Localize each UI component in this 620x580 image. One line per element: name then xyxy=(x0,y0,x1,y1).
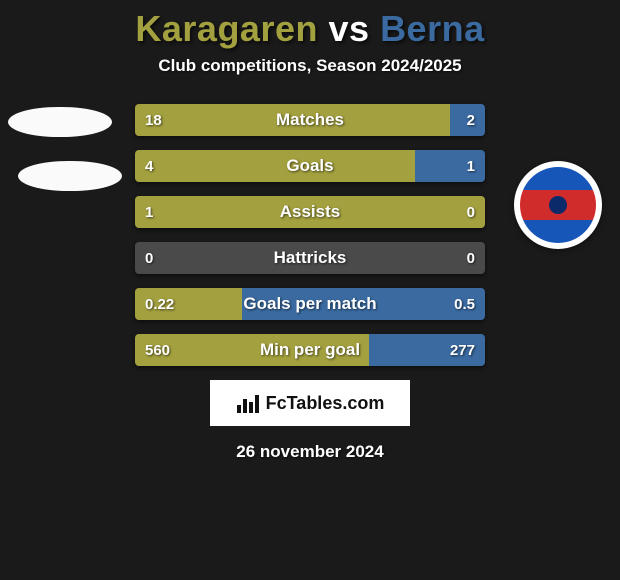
stat-bar-row: 10Assists xyxy=(135,196,485,228)
stat-right-value: 0 xyxy=(457,242,485,274)
stat-bar-row: 00Hattricks xyxy=(135,242,485,274)
stat-left-value: 4 xyxy=(135,150,163,182)
stat-bar-left-fill xyxy=(135,196,485,228)
date-text: 26 november 2024 xyxy=(0,442,620,462)
page-title: Karagaren vs Berna xyxy=(0,0,620,50)
stat-bar-row: 182Matches xyxy=(135,104,485,136)
title-vs: vs xyxy=(329,8,370,49)
team-right-badge xyxy=(514,161,602,249)
title-left: Karagaren xyxy=(135,8,318,49)
stat-bar-row: 0.220.5Goals per match xyxy=(135,288,485,320)
stat-left-value: 560 xyxy=(135,334,180,366)
stat-right-value: 0 xyxy=(457,196,485,228)
stat-left-value: 18 xyxy=(135,104,172,136)
stat-bar-left-fill xyxy=(135,150,415,182)
stat-left-value: 0 xyxy=(135,242,163,274)
stat-right-value: 2 xyxy=(457,104,485,136)
team-left-logo-1 xyxy=(8,107,112,137)
brand-text: FcTables.com xyxy=(266,393,385,414)
brand-chart-icon xyxy=(236,393,260,413)
stat-left-value: 1 xyxy=(135,196,163,228)
stat-bar-left-fill xyxy=(135,104,450,136)
stat-right-value: 277 xyxy=(440,334,485,366)
team-right-badge-inner xyxy=(520,167,596,243)
subtitle: Club competitions, Season 2024/2025 xyxy=(0,56,620,76)
team-left-logo-2 xyxy=(18,161,122,191)
title-right: Berna xyxy=(380,8,485,49)
content-area: 182Matches41Goals10Assists00Hattricks0.2… xyxy=(0,104,620,366)
stat-bar-row: 560277Min per goal xyxy=(135,334,485,366)
brand-banner[interactable]: FcTables.com xyxy=(210,380,410,426)
stat-right-value: 0.5 xyxy=(444,288,485,320)
stat-left-value: 0.22 xyxy=(135,288,184,320)
stat-bar-row: 41Goals xyxy=(135,150,485,182)
stat-bars: 182Matches41Goals10Assists00Hattricks0.2… xyxy=(135,104,485,366)
stat-right-value: 1 xyxy=(457,150,485,182)
